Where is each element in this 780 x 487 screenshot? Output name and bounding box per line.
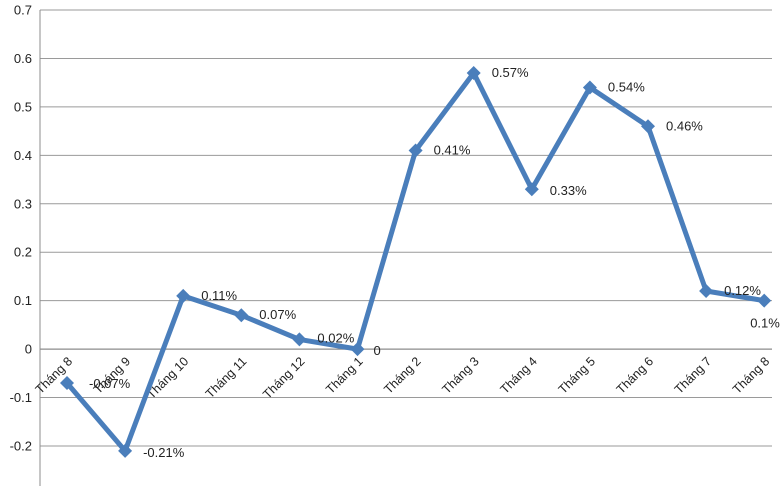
y-tick-label: 0.1 <box>14 293 32 308</box>
data-label: 0.07% <box>259 307 296 322</box>
data-point-marker <box>60 376 74 391</box>
x-tick-label: Tháng 2 <box>381 354 423 396</box>
data-label: -0.07% <box>89 376 131 391</box>
x-tick-label: Tháng 6 <box>614 354 656 396</box>
data-point-marker <box>176 288 191 303</box>
data-label: 0.02% <box>317 330 354 345</box>
x-tick-label: Tháng 8 <box>730 354 772 396</box>
data-point-marker <box>582 80 597 95</box>
data-label: -0.21% <box>143 445 185 460</box>
x-tick-label: Tháng 7 <box>672 354 714 396</box>
data-label: 0 <box>374 343 381 358</box>
data-point-marker <box>408 143 423 158</box>
x-tick-label: Tháng 1 <box>323 354 365 396</box>
data-label: 0.1% <box>750 316 780 331</box>
data-point-marker <box>466 65 481 80</box>
data-label: 0.11% <box>201 288 237 303</box>
data-labels: -0.07% -0.21% 0.11% 0.07% 0.02% 0 0.41% 0.57% 0.… <box>89 65 780 460</box>
data-point-marker <box>234 308 249 323</box>
x-axis: Tháng 8 Tháng 9 Tháng 10 Tháng 11 Tháng 12 Th… <box>33 348 772 402</box>
data-label: 0.46% <box>666 118 703 133</box>
x-tick-label: Tháng 11 <box>203 354 250 401</box>
data-label: 0.33% <box>550 183 587 198</box>
y-tick-label: 0.3 <box>14 196 32 211</box>
data-point-marker <box>524 182 539 197</box>
series-line <box>60 65 772 458</box>
x-tick-label: Tháng 12 <box>260 354 307 401</box>
series-line-path <box>64 70 767 454</box>
y-axis: -0.2 -0.1 0 0.1 0.2 0.3 0.4 0.5 0.6 0.7 <box>10 3 41 486</box>
x-tick-label: Tháng 8 <box>33 354 75 396</box>
y-tick-label: 0 <box>25 342 32 357</box>
data-point-marker <box>118 443 133 458</box>
y-tick-label: -0.2 <box>10 439 32 454</box>
y-tick-label: 0.2 <box>14 245 32 260</box>
data-point-marker <box>641 119 655 134</box>
data-label: 0.41% <box>434 142 471 157</box>
data-point-marker <box>757 293 772 308</box>
data-point-marker <box>699 283 714 298</box>
y-tick-label: 0.4 <box>14 148 32 163</box>
x-tick-label: Tháng 4 <box>498 354 540 396</box>
y-tick-label: 0.5 <box>14 99 32 114</box>
data-label: 0.57% <box>492 65 529 80</box>
x-tick-label: Tháng 3 <box>439 354 481 396</box>
y-tick-label: 0.6 <box>14 51 32 66</box>
y-tick-label: -0.1 <box>10 390 32 405</box>
x-tick-label: Tháng 5 <box>556 354 598 396</box>
gridlines <box>40 9 772 447</box>
data-point-marker <box>350 342 365 357</box>
data-label: 0.54% <box>608 80 645 95</box>
data-point-marker <box>292 332 307 347</box>
data-label: 0.12% <box>724 283 761 298</box>
y-tick-label: 0.7 <box>14 3 32 18</box>
